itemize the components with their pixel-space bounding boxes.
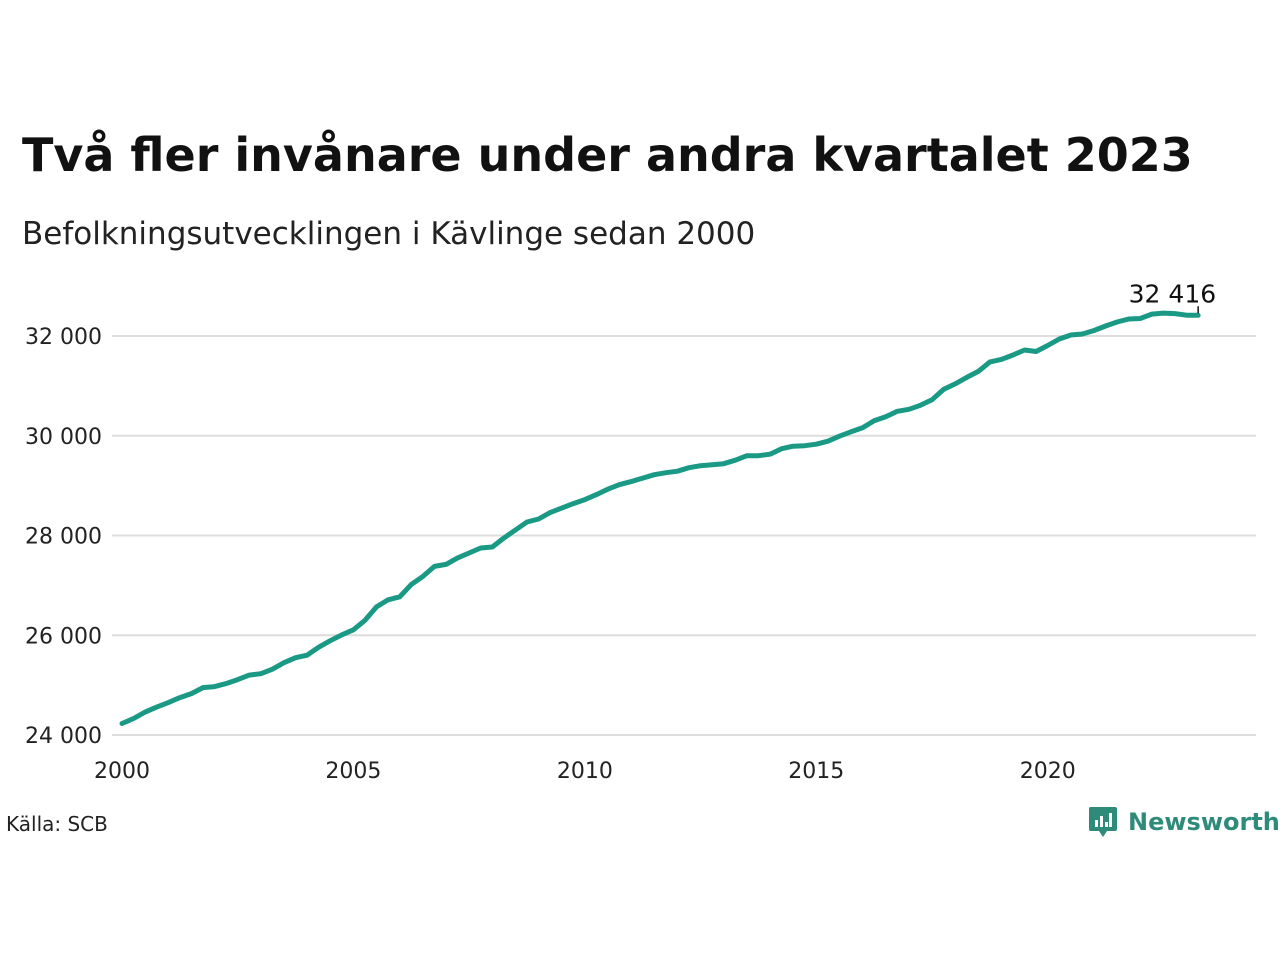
x-tick-label: 2010 [557, 759, 613, 784]
y-tick-label: 28 000 [25, 525, 102, 550]
y-tick-label: 30 000 [25, 425, 102, 450]
series-line [119, 310, 1201, 726]
x-tick-label: 2015 [788, 759, 844, 784]
y-axis-tick-labels: 24 000 26 000 28 000 30 000 32 000 [25, 325, 102, 749]
end-label-layer: 32 416 [1129, 279, 1216, 314]
y-tick-label: 24 000 [25, 724, 102, 749]
y-tick-label: 32 000 [25, 325, 102, 350]
chart-subtitle: Befolkningsutvecklingen i Kävlinge sedan… [22, 216, 756, 252]
source-note: Källa: SCB [6, 812, 108, 836]
series-layer [119, 310, 1201, 726]
gridlines [112, 335, 1256, 736]
x-tick-label: 2020 [1020, 759, 1076, 784]
newsworthy-logo-icon [1089, 807, 1117, 837]
x-axis-tick-labels: 2000 2005 2010 2015 2020 [94, 759, 1076, 784]
brand-logo[interactable]: Newsworthy [1088, 804, 1280, 840]
y-tick-label: 26 000 [25, 624, 102, 649]
end-value-label: 32 416 [1129, 279, 1216, 308]
x-tick-label: 2000 [94, 759, 150, 784]
brand-name: Newsworthy [1128, 808, 1280, 836]
x-tick-label: 2005 [325, 759, 381, 784]
chart-title: Två fler invånare under andra kvartalet … [22, 128, 1193, 182]
